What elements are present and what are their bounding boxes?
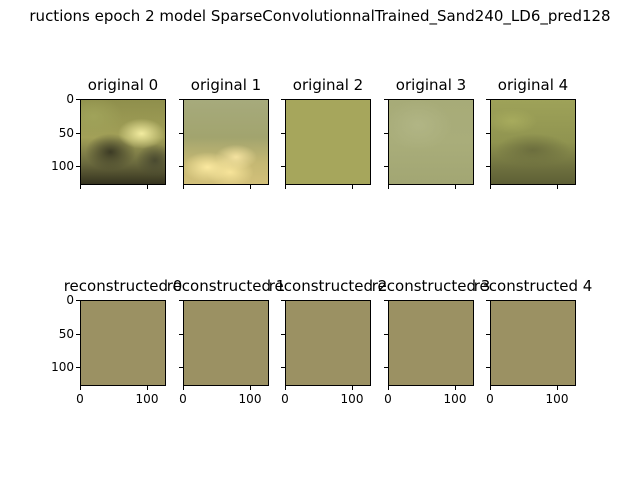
y-tick-mark — [76, 300, 80, 301]
y-tick-mark — [384, 133, 388, 134]
x-tick-mark — [455, 185, 456, 189]
y-tick-mark — [281, 166, 285, 167]
panel-title: reconstructed 4 — [473, 277, 593, 295]
x-tick-mark — [80, 185, 81, 189]
panel-axes-9 — [490, 300, 576, 386]
panel-title: reconstructed 3 — [371, 277, 491, 295]
x-tick-label: 0 — [281, 392, 289, 406]
panel-image — [389, 301, 473, 385]
x-tick-mark — [183, 185, 184, 189]
x-tick-label: 100 — [238, 392, 262, 406]
panel-title: reconstructed 1 — [166, 277, 286, 295]
panel-title: original 0 — [87, 76, 159, 94]
y-tick-mark — [179, 367, 183, 368]
y-tick-label: 50 — [58, 327, 74, 341]
panel-title: original 1 — [190, 76, 262, 94]
x-tick-mark — [455, 386, 456, 390]
y-tick-label: 100 — [51, 159, 74, 173]
x-tick-mark — [352, 185, 353, 189]
y-tick-mark — [179, 99, 183, 100]
panel-axes-4 — [490, 99, 576, 185]
panel-axes-7 — [285, 300, 371, 386]
panel-axes-0 — [80, 99, 166, 185]
y-tick-mark — [384, 99, 388, 100]
figure-suptitle: ructions epoch 2 model SparseConvolution… — [29, 7, 611, 25]
x-tick-label: 100 — [340, 392, 364, 406]
panel-axes-8 — [388, 300, 474, 386]
x-tick-mark — [80, 386, 81, 390]
panel-image — [389, 100, 473, 184]
y-tick-mark — [486, 166, 490, 167]
panel-axes-1 — [183, 99, 269, 185]
x-tick-mark — [352, 386, 353, 390]
x-tick-label: 0 — [486, 392, 494, 406]
panel-image — [286, 100, 370, 184]
y-tick-label: 100 — [51, 360, 74, 374]
y-tick-mark — [179, 334, 183, 335]
y-tick-mark — [384, 367, 388, 368]
panel-axes-2 — [285, 99, 371, 185]
panel-image — [184, 100, 268, 184]
x-tick-mark — [557, 386, 558, 390]
panel-axes-3 — [388, 99, 474, 185]
panel-title: reconstructed 2 — [268, 277, 388, 295]
panel-image — [286, 301, 370, 385]
y-tick-mark — [486, 334, 490, 335]
y-tick-mark — [281, 99, 285, 100]
y-tick-mark — [281, 300, 285, 301]
x-tick-label: 0 — [384, 392, 392, 406]
x-tick-mark — [285, 386, 286, 390]
x-tick-mark — [147, 386, 148, 390]
x-tick-label: 0 — [76, 392, 84, 406]
panel-title: original 3 — [395, 76, 467, 94]
y-tick-mark — [486, 367, 490, 368]
x-tick-mark — [388, 386, 389, 390]
y-tick-mark — [486, 133, 490, 134]
y-tick-mark — [384, 166, 388, 167]
panel-image — [81, 301, 165, 385]
panel-image — [81, 100, 165, 184]
y-tick-mark — [281, 133, 285, 134]
x-tick-mark — [388, 185, 389, 189]
y-tick-mark — [384, 334, 388, 335]
x-tick-mark — [557, 185, 558, 189]
x-tick-label: 0 — [179, 392, 187, 406]
x-tick-label: 100 — [545, 392, 569, 406]
y-tick-mark — [76, 334, 80, 335]
panel-title: original 4 — [497, 76, 569, 94]
y-tick-mark — [281, 334, 285, 335]
x-tick-label: 100 — [443, 392, 467, 406]
x-tick-mark — [147, 185, 148, 189]
y-tick-label: 0 — [66, 92, 74, 106]
x-tick-mark — [490, 386, 491, 390]
panel-title: original 2 — [292, 76, 364, 94]
y-tick-mark — [179, 166, 183, 167]
panel-image — [184, 301, 268, 385]
panel-image — [491, 301, 575, 385]
y-tick-mark — [76, 133, 80, 134]
panel-axes-6 — [183, 300, 269, 386]
y-tick-mark — [76, 99, 80, 100]
x-tick-mark — [250, 386, 251, 390]
y-tick-mark — [179, 133, 183, 134]
y-tick-mark — [281, 367, 285, 368]
panel-image — [491, 100, 575, 184]
y-tick-mark — [76, 166, 80, 167]
x-tick-label: 100 — [135, 392, 159, 406]
panel-title: reconstructed 0 — [63, 277, 183, 295]
y-tick-mark — [384, 300, 388, 301]
x-tick-mark — [490, 185, 491, 189]
x-tick-mark — [183, 386, 184, 390]
x-tick-mark — [285, 185, 286, 189]
y-tick-label: 50 — [58, 126, 74, 140]
panel-axes-5 — [80, 300, 166, 386]
y-tick-label: 0 — [66, 293, 74, 307]
y-tick-mark — [486, 300, 490, 301]
y-tick-mark — [76, 367, 80, 368]
y-tick-mark — [179, 300, 183, 301]
y-tick-mark — [486, 99, 490, 100]
x-tick-mark — [250, 185, 251, 189]
